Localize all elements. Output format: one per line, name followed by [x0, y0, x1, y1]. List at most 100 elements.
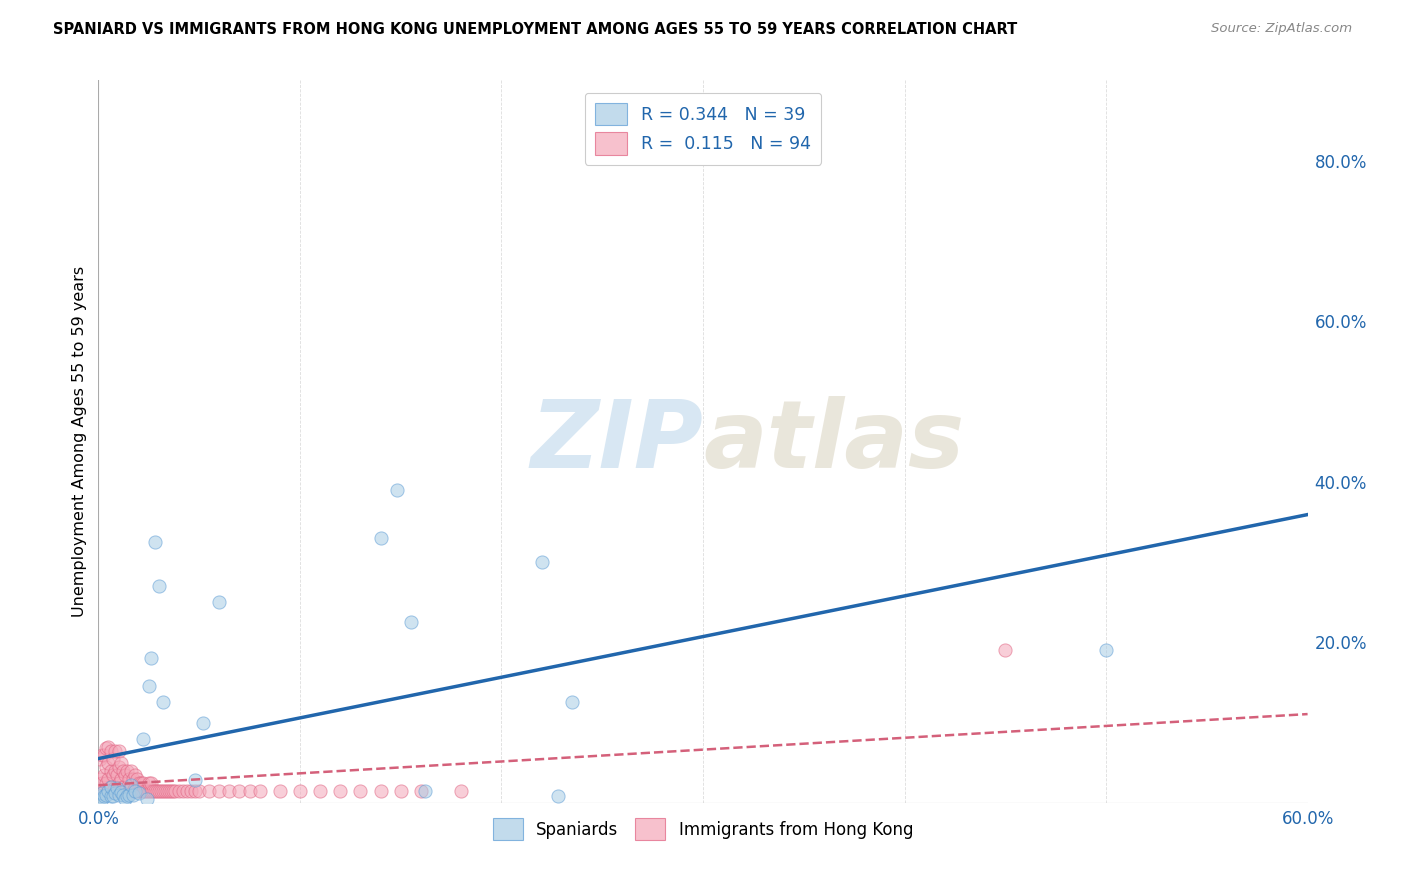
Point	[135, 784, 157, 798]
Point	[152, 696, 174, 710]
Point	[107, 776, 129, 790]
Point	[97, 784, 120, 798]
Point	[148, 784, 170, 798]
Point	[89, 772, 111, 786]
Point	[96, 788, 118, 802]
Point	[114, 767, 136, 781]
Point	[193, 715, 215, 730]
Point	[97, 739, 120, 754]
Point	[329, 784, 352, 798]
Point	[105, 781, 128, 796]
Point	[128, 776, 150, 790]
Point	[269, 784, 291, 798]
Point	[132, 731, 155, 746]
Point	[125, 784, 148, 798]
Point	[121, 784, 143, 798]
Point	[228, 784, 250, 798]
Point	[167, 784, 190, 798]
Point	[114, 784, 136, 798]
Point	[96, 760, 118, 774]
Text: SPANIARD VS IMMIGRANTS FROM HONG KONG UNEMPLOYMENT AMONG AGES 55 TO 59 YEARS COR: SPANIARD VS IMMIGRANTS FROM HONG KONG UN…	[53, 22, 1018, 37]
Point	[93, 789, 115, 804]
Point	[118, 784, 141, 798]
Point	[120, 764, 142, 778]
Point	[218, 784, 240, 798]
Point	[142, 784, 165, 798]
Point	[115, 780, 138, 794]
Point	[93, 767, 115, 781]
Point	[91, 776, 114, 790]
Point	[994, 643, 1017, 657]
Point	[101, 767, 124, 781]
Point	[184, 773, 207, 788]
Point	[115, 789, 138, 804]
Point	[100, 780, 122, 794]
Point	[162, 784, 184, 798]
Point	[409, 784, 432, 798]
Point	[124, 784, 146, 798]
Point	[115, 764, 138, 778]
Point	[103, 744, 125, 758]
Point	[103, 780, 125, 794]
Point	[89, 751, 111, 765]
Point	[111, 780, 134, 794]
Point	[561, 696, 583, 710]
Point	[100, 780, 122, 794]
Point	[135, 792, 157, 806]
Point	[96, 741, 118, 756]
Point	[128, 786, 150, 800]
Point	[118, 772, 141, 786]
Point	[134, 784, 156, 798]
Point	[309, 784, 332, 798]
Point	[129, 776, 152, 790]
Point	[370, 784, 392, 798]
Point	[121, 788, 143, 802]
Point	[110, 756, 132, 770]
Point	[143, 784, 166, 798]
Legend: Spaniards, Immigrants from Hong Kong: Spaniards, Immigrants from Hong Kong	[486, 812, 920, 847]
Point	[188, 784, 211, 798]
Point	[100, 764, 122, 778]
Point	[91, 786, 114, 800]
Point	[208, 595, 231, 609]
Text: ZIP: ZIP	[530, 395, 703, 488]
Point	[93, 784, 115, 798]
Point	[120, 778, 142, 792]
Point	[111, 788, 134, 802]
Point	[129, 784, 152, 798]
Point	[107, 760, 129, 774]
Text: Source: ZipAtlas.com: Source: ZipAtlas.com	[1212, 22, 1353, 36]
Point	[146, 784, 169, 798]
Point	[208, 784, 231, 798]
Point	[176, 784, 198, 798]
Point	[156, 784, 179, 798]
Point	[139, 776, 162, 790]
Point	[413, 784, 436, 798]
Point	[143, 534, 166, 549]
Point	[239, 784, 262, 798]
Point	[110, 784, 132, 798]
Y-axis label: Unemployment Among Ages 55 to 59 years: Unemployment Among Ages 55 to 59 years	[72, 266, 87, 617]
Point	[105, 767, 128, 781]
Point	[96, 776, 118, 790]
Point	[450, 784, 472, 798]
Point	[114, 792, 136, 806]
Point	[120, 780, 142, 794]
Point	[101, 751, 124, 765]
Point	[107, 744, 129, 758]
Point	[138, 680, 160, 694]
Point	[107, 788, 129, 802]
Point	[97, 756, 120, 770]
Point	[89, 789, 111, 804]
Point	[132, 776, 155, 790]
Point	[97, 772, 120, 786]
Point	[153, 784, 176, 798]
Point	[124, 767, 146, 781]
Point	[97, 784, 120, 798]
Point	[180, 784, 202, 798]
Point	[132, 784, 155, 798]
Point	[139, 651, 162, 665]
Point	[111, 764, 134, 778]
Point	[103, 764, 125, 778]
Point	[160, 784, 183, 798]
